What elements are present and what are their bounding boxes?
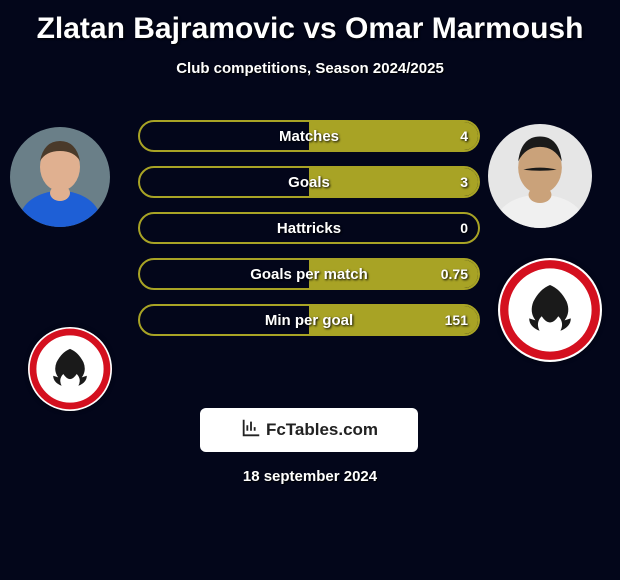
chart-icon bbox=[240, 417, 262, 444]
stat-label: Goals per match bbox=[250, 266, 368, 283]
stat-label: Goals bbox=[288, 174, 330, 191]
stat-label: Matches bbox=[279, 128, 339, 145]
player-right-avatar bbox=[488, 124, 592, 228]
stat-value-right: 0 bbox=[460, 220, 468, 236]
stat-value-right: 151 bbox=[445, 312, 468, 328]
stat-value-right: 3 bbox=[460, 174, 468, 190]
stats-bars: Matches 4 Goals 3 Hattricks 0 Goals per match 0… bbox=[138, 120, 480, 350]
stat-value-right: 0.75 bbox=[441, 266, 468, 282]
player-right-club-badge bbox=[498, 258, 602, 362]
stat-value-right: 4 bbox=[460, 128, 468, 144]
stat-row: Hattricks 0 bbox=[138, 212, 480, 244]
stat-row: Min per goal 151 bbox=[138, 304, 480, 336]
subtitle: Club competitions, Season 2024/2025 bbox=[0, 60, 620, 77]
stat-row: Goals 3 bbox=[138, 166, 480, 198]
player-left-club-badge bbox=[28, 327, 112, 411]
date-text: 18 september 2024 bbox=[0, 468, 620, 485]
stat-row: Goals per match 0.75 bbox=[138, 258, 480, 290]
stat-fill-right bbox=[309, 168, 478, 196]
branding-box: FcTables.com bbox=[200, 408, 418, 452]
page-title: Zlatan Bajramovic vs Omar Marmoush bbox=[0, 0, 620, 46]
player-left-avatar bbox=[10, 127, 110, 227]
branding-text: FcTables.com bbox=[266, 420, 378, 440]
stat-row: Matches 4 bbox=[138, 120, 480, 152]
stat-label: Min per goal bbox=[265, 312, 353, 329]
stat-label: Hattricks bbox=[277, 220, 341, 237]
